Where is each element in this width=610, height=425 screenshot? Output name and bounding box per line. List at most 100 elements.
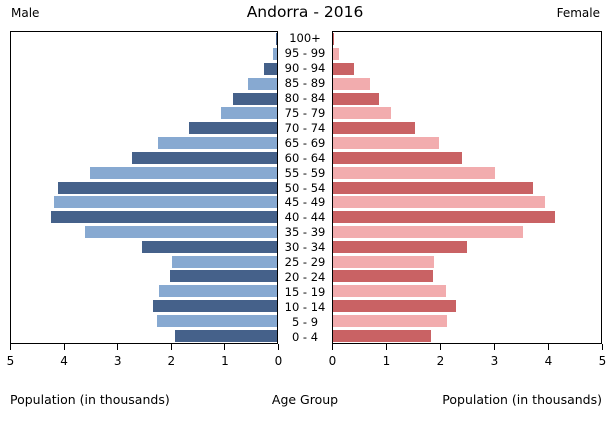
- age-label-40-44: 40 - 44: [284, 210, 326, 225]
- female-row-60-64: [333, 151, 601, 166]
- male-bar-55-59: [90, 166, 277, 179]
- female-row-75-79: [333, 106, 601, 121]
- female-bar-100+: [333, 33, 335, 46]
- female-bar-40-44: [333, 211, 556, 224]
- female-bar-85-89: [333, 77, 370, 90]
- age-label-25-29: 25 - 29: [284, 255, 326, 270]
- female-axis-tick-5: [602, 344, 603, 350]
- male-bar-60-64: [131, 151, 277, 164]
- female-row-100+: [333, 32, 601, 47]
- male-bar-20-24: [170, 270, 277, 283]
- male-row-20-24: [11, 269, 277, 284]
- female-row-35-39: [333, 225, 601, 240]
- male-row-60-64: [11, 151, 277, 166]
- female-plot-area: [332, 31, 602, 344]
- age-label-60-64: 60 - 64: [284, 150, 326, 165]
- female-axis-tick-1: [386, 344, 387, 350]
- female-axis-tick-3: [494, 344, 495, 350]
- age-label-5-9: 5 - 9: [291, 314, 319, 329]
- female-bar-15-19: [333, 285, 447, 298]
- female-row-90-94: [333, 62, 601, 77]
- female-row-5-9: [333, 313, 601, 328]
- age-label-30-34: 30 - 34: [284, 240, 326, 255]
- female-row-80-84: [333, 91, 601, 106]
- male-bar-70-74: [188, 122, 277, 135]
- female-bar-70-74: [333, 122, 415, 135]
- male-bar-40-44: [50, 211, 277, 224]
- male-row-50-54: [11, 180, 277, 195]
- female-bar-0-4: [333, 329, 431, 342]
- age-label-95-99: 95 - 99: [284, 46, 326, 61]
- male-axis-tick-label-0: 0: [274, 354, 283, 368]
- female-bar-65-69: [333, 137, 440, 150]
- female-axis-tick-label-5: 5: [598, 354, 607, 368]
- female-axis-tick-label-3: 3: [490, 354, 499, 368]
- female-bar-30-34: [333, 240, 467, 253]
- male-bar-15-19: [158, 285, 277, 298]
- age-label-90-94: 90 - 94: [284, 61, 326, 76]
- female-bars: [333, 32, 601, 343]
- male-axis-tick-label-1: 1: [221, 354, 229, 368]
- female-side-label: Female: [556, 6, 600, 20]
- male-bar-0-4: [174, 329, 277, 342]
- female-bar-25-29: [333, 255, 435, 268]
- female-bar-5-9: [333, 314, 448, 327]
- female-axis-tick-label-4: 4: [544, 354, 553, 368]
- female-bar-60-64: [333, 151, 463, 164]
- male-bar-80-84: [233, 92, 277, 105]
- male-bar-75-79: [221, 107, 277, 120]
- female-bar-80-84: [333, 92, 379, 105]
- male-bar-100+: [276, 33, 277, 46]
- female-bar-35-39: [333, 225, 523, 238]
- female-axis-tick-label-2: 2: [436, 354, 445, 368]
- female-axis-tick-0: [332, 344, 333, 350]
- female-bar-20-24: [333, 270, 434, 283]
- male-axis-tick-3: [117, 344, 119, 350]
- age-label-55-59: 55 - 59: [284, 165, 326, 180]
- male-row-80-84: [11, 91, 277, 106]
- female-row-95-99: [333, 47, 601, 62]
- age-label-50-54: 50 - 54: [284, 180, 326, 195]
- male-row-15-19: [11, 284, 277, 299]
- age-label-100+: 100+: [289, 31, 321, 46]
- female-bar-10-14: [333, 300, 456, 313]
- age-label-35-39: 35 - 39: [284, 225, 326, 240]
- male-bar-90-94: [263, 63, 277, 76]
- age-group-labels: 100+ 95 - 99 90 - 94 85 - 89 80 - 84 75 - 79 7…: [278, 31, 332, 344]
- male-row-0-4: [11, 328, 277, 343]
- age-label-15-19: 15 - 19: [284, 284, 326, 299]
- age-label-65-69: 65 - 69: [284, 135, 326, 150]
- age-label-0-4: 0 - 4: [291, 329, 319, 344]
- male-row-35-39: [11, 225, 277, 240]
- male-bars: [11, 32, 277, 343]
- female-row-70-74: [333, 121, 601, 136]
- female-axis-tick-4: [548, 344, 549, 350]
- male-axis-tick-2: [170, 344, 172, 350]
- male-bar-30-34: [141, 240, 277, 253]
- male-axis-tick-1: [224, 344, 226, 350]
- female-row-20-24: [333, 269, 601, 284]
- male-bar-85-89: [248, 77, 277, 90]
- age-label-70-74: 70 - 74: [284, 120, 326, 135]
- male-side-label: Male: [11, 6, 40, 20]
- male-bar-25-29: [171, 255, 277, 268]
- male-row-75-79: [11, 106, 277, 121]
- female-row-55-59: [333, 165, 601, 180]
- female-axis-tick-label-1: 1: [382, 354, 391, 368]
- male-axis-tick-0: [278, 344, 279, 350]
- female-row-85-89: [333, 76, 601, 91]
- male-bar-50-54: [58, 181, 277, 194]
- female-row-0-4: [333, 328, 601, 343]
- female-bar-45-49: [333, 196, 545, 209]
- male-row-45-49: [11, 195, 277, 210]
- female-bar-55-59: [333, 166, 496, 179]
- male-row-10-14: [11, 299, 277, 314]
- male-row-100+: [11, 32, 277, 47]
- male-row-30-34: [11, 239, 277, 254]
- male-axis-tick-label-4: 4: [60, 354, 68, 368]
- age-group-axis-label: Age Group: [271, 392, 339, 407]
- female-row-45-49: [333, 195, 601, 210]
- female-row-10-14: [333, 299, 601, 314]
- male-bar-10-14: [152, 300, 277, 313]
